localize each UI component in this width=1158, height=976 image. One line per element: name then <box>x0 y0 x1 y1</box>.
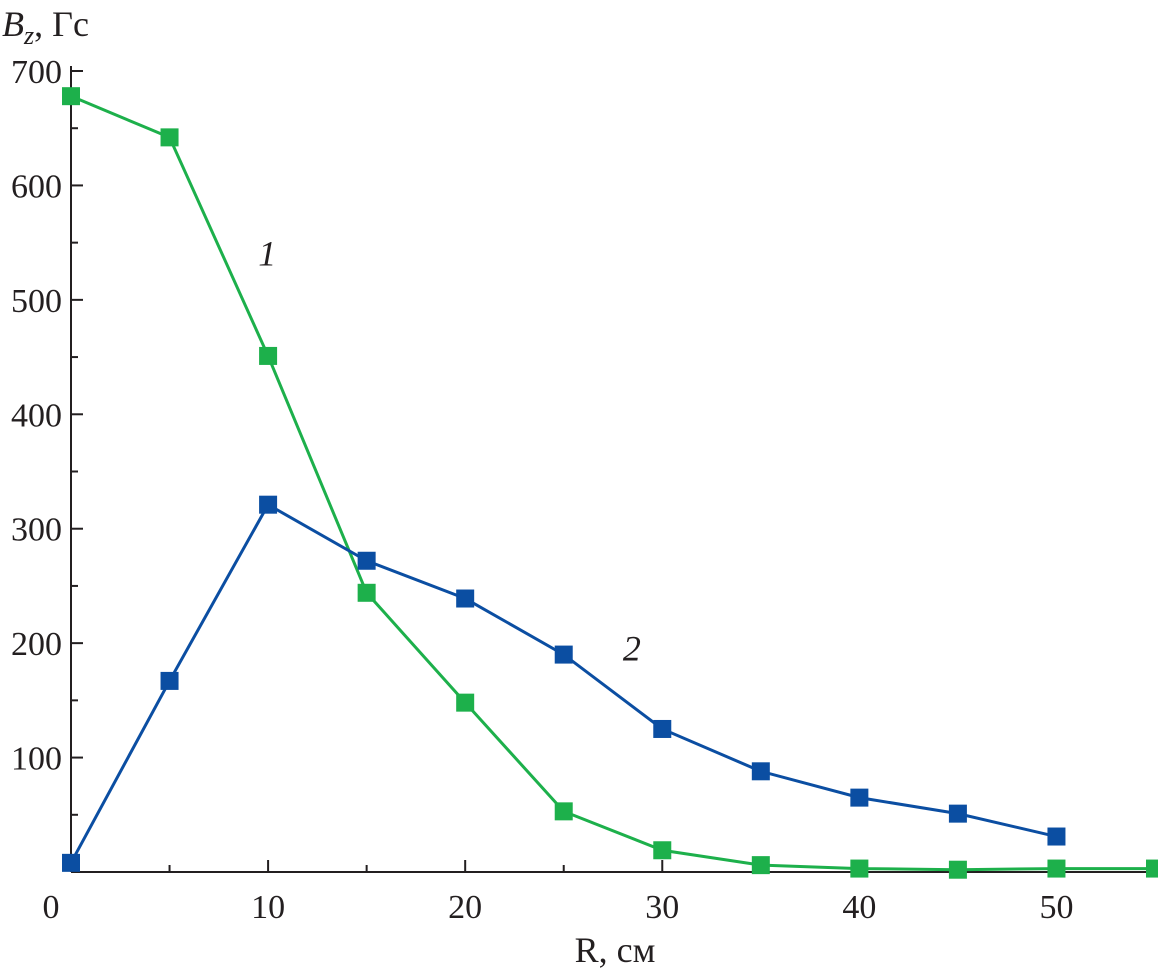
data-point <box>357 583 376 602</box>
data-point <box>1146 859 1158 878</box>
data-point <box>357 551 376 570</box>
y-tick-label: 700 <box>11 54 62 91</box>
x-tick-label: 30 <box>645 889 679 926</box>
data-point <box>160 128 179 147</box>
data-point <box>554 802 573 821</box>
data-point <box>456 589 475 608</box>
y-tick-label: 100 <box>11 741 62 778</box>
data-point <box>160 671 179 690</box>
data-point <box>948 804 967 823</box>
data-point <box>259 346 278 365</box>
data-point <box>850 859 869 878</box>
axes: 0 10 20 30 40 50 100 200 300 400 500 600 700 <box>11 54 1155 926</box>
y-tick-label: 400 <box>11 397 62 434</box>
data-point <box>259 495 278 514</box>
data-point <box>62 87 80 106</box>
x-tick-label: 0 <box>43 889 60 926</box>
y-tick-label: 300 <box>11 512 62 549</box>
x-tick-label: 20 <box>448 889 482 926</box>
data-point <box>653 841 672 860</box>
series-2: 2 <box>62 495 1066 872</box>
x-axis-label: R, см <box>575 930 656 970</box>
series-1: 1 <box>62 87 1158 879</box>
series-layer: 12 <box>62 87 1158 879</box>
data-point <box>751 856 770 875</box>
x-tick-label: 50 <box>1039 889 1073 926</box>
data-point <box>1047 827 1066 846</box>
y-tick-label: 500 <box>11 283 62 320</box>
series-label: 2 <box>623 628 641 668</box>
y-axis-label: Bz, Гс <box>2 4 89 50</box>
series-label: 1 <box>258 234 276 274</box>
series-line <box>70 94 1155 872</box>
data-point <box>456 693 475 712</box>
x-tick-label: 40 <box>842 889 876 926</box>
y-tick-label: 600 <box>11 168 62 205</box>
data-point <box>751 762 770 781</box>
data-point <box>850 788 869 807</box>
data-point <box>554 645 573 664</box>
data-point <box>948 860 967 879</box>
data-point <box>1047 859 1066 878</box>
x-tick-label: 10 <box>251 889 285 926</box>
data-point <box>62 853 80 872</box>
data-point <box>653 719 672 738</box>
y-tick-label: 200 <box>11 626 62 663</box>
